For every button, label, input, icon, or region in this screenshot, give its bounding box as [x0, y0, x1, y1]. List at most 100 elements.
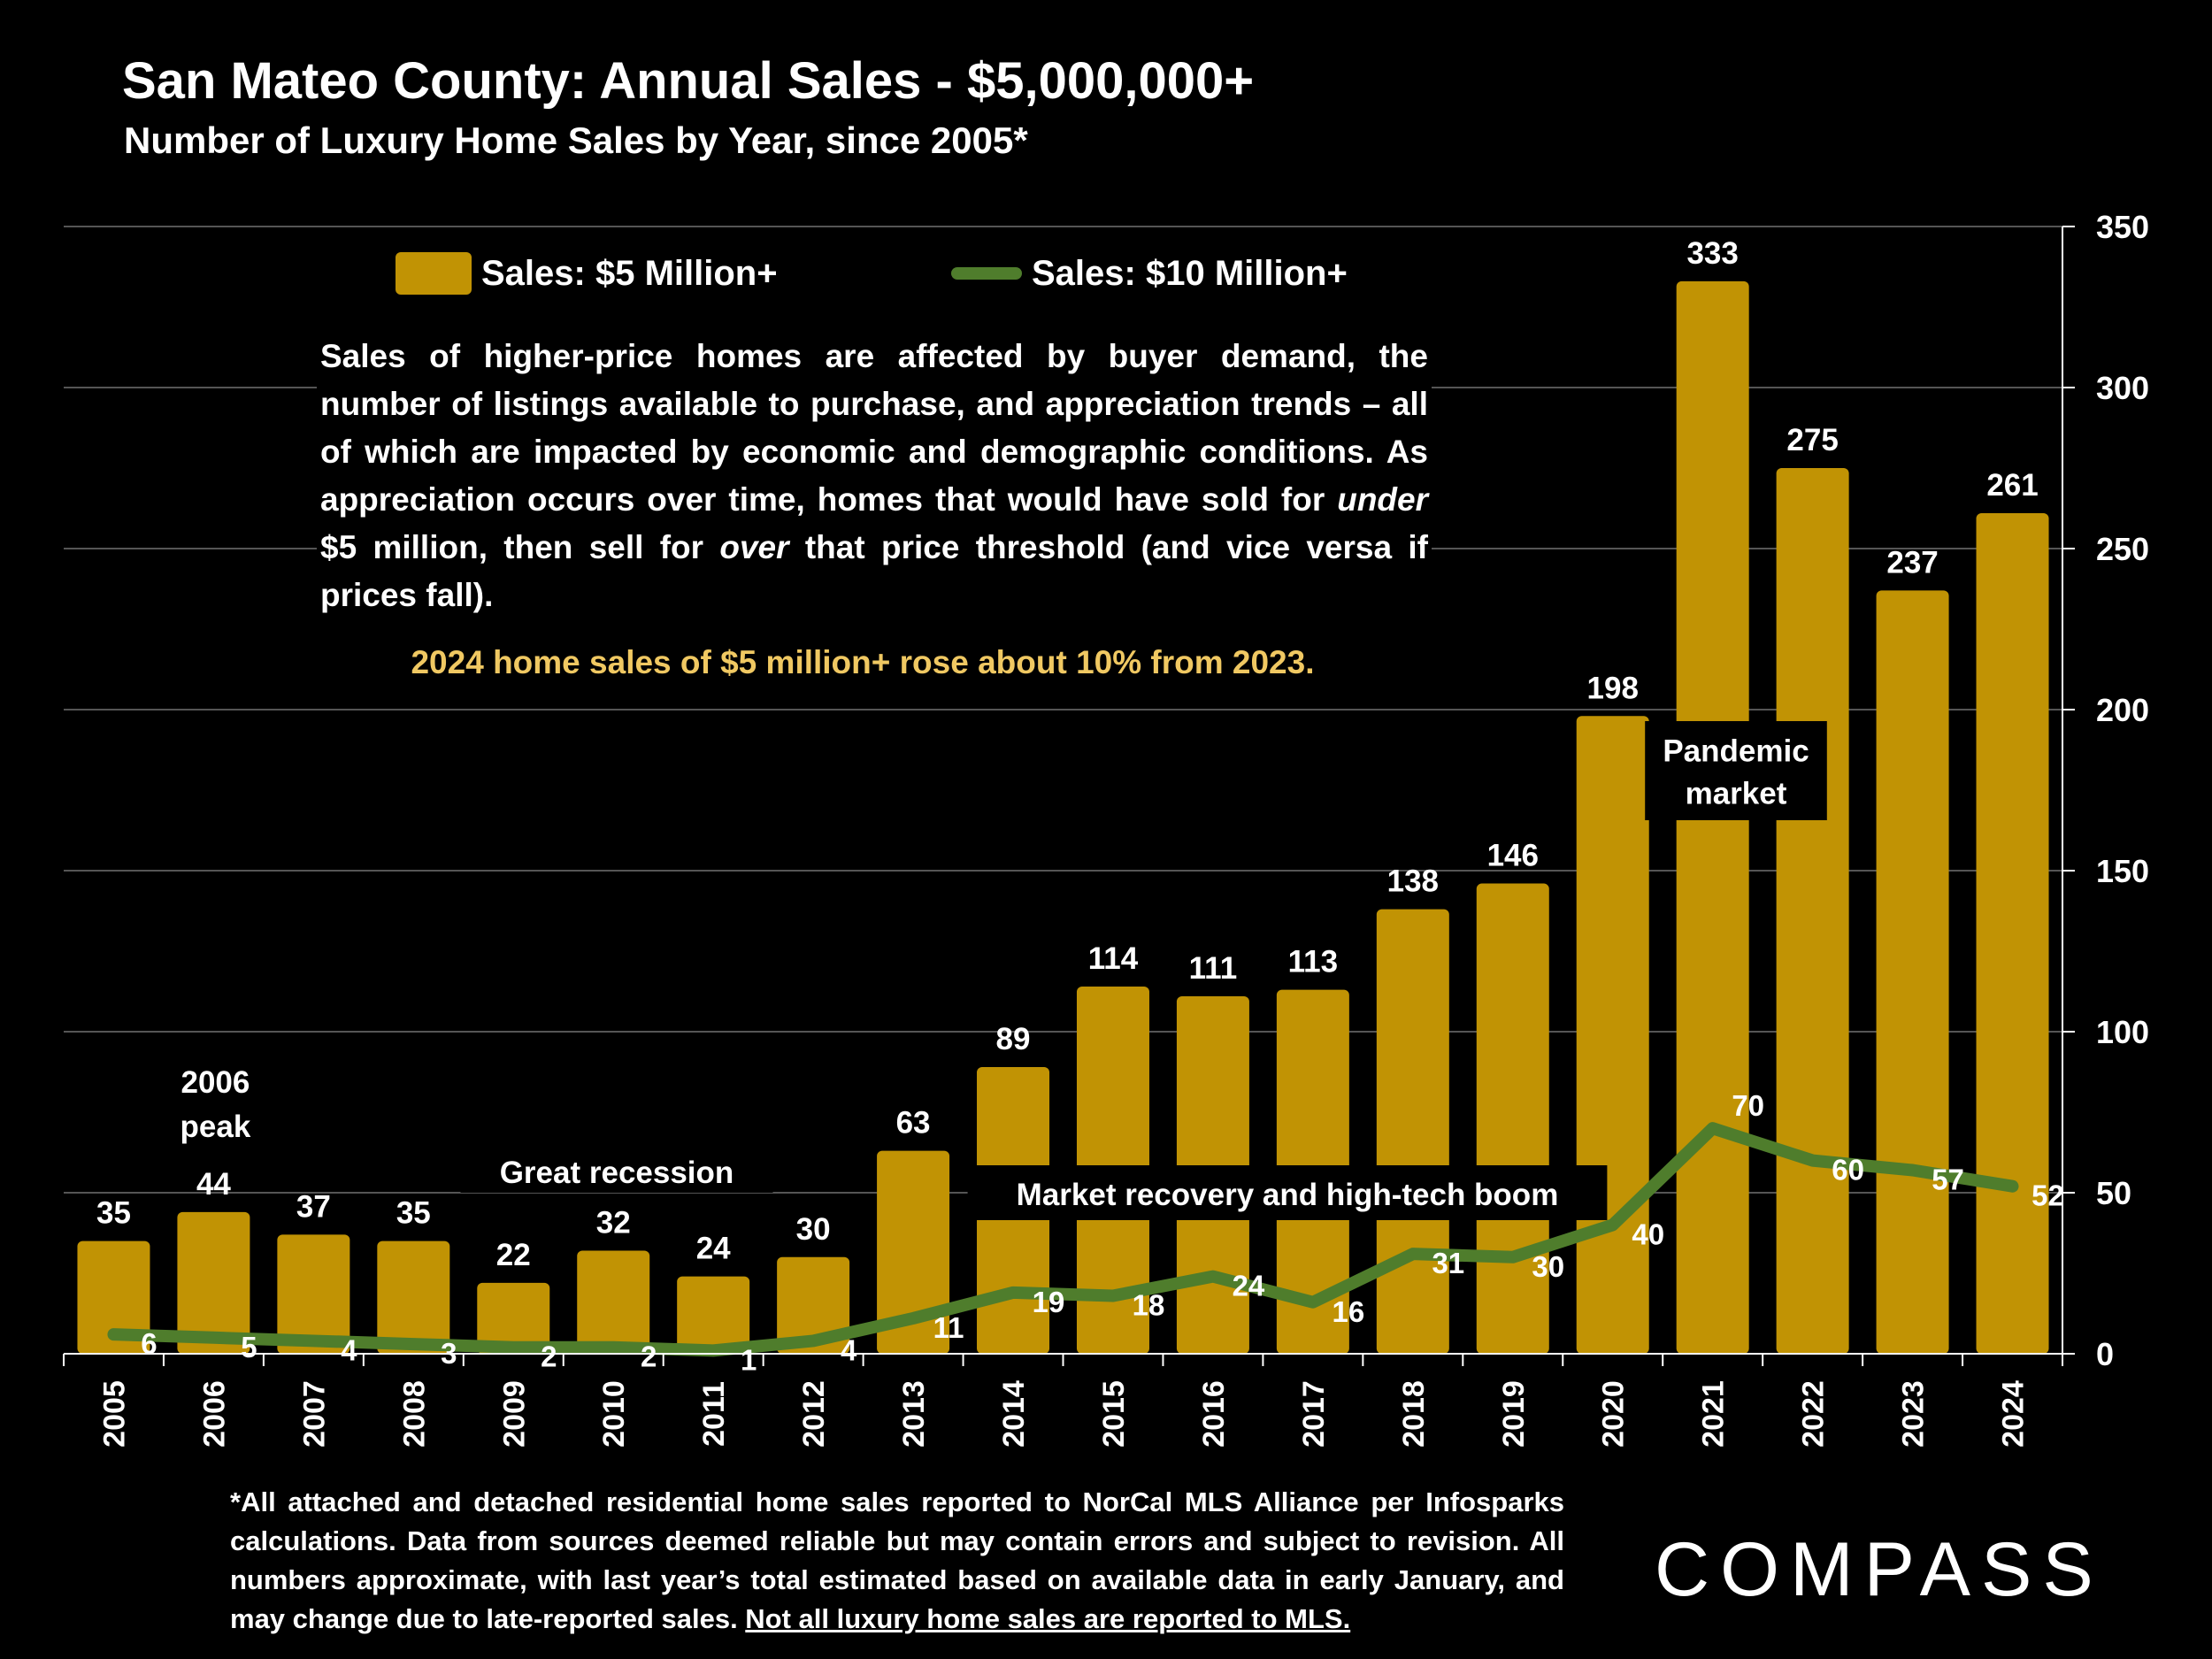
- bar-value-label: 24: [696, 1232, 731, 1266]
- bar-value-label: 237: [1886, 545, 1938, 580]
- bar-value-label: 261: [1986, 468, 2038, 503]
- bar-value-label: 275: [1786, 423, 1838, 457]
- annotation-2006-peak: 2006: [180, 1065, 250, 1100]
- bar: [277, 1234, 350, 1354]
- line-value-label: 70: [1732, 1089, 1764, 1122]
- bar: [77, 1240, 150, 1354]
- bar: [477, 1282, 550, 1354]
- line-value-label: 18: [1133, 1288, 1165, 1321]
- x-tick-label: 2020: [1597, 1380, 1631, 1448]
- y-tick-label: 50: [2096, 1175, 2131, 1211]
- bar-series: 35 44 37 35 22 32 24 30 63 89 114 111 113 138 146 198 33…: [77, 236, 2049, 1354]
- y-tick-label: 150: [2096, 853, 2149, 889]
- bar: [1976, 512, 2049, 1354]
- bar: [377, 1240, 450, 1354]
- compass-logo: COMPASS: [1655, 1527, 2104, 1612]
- chart-title: San Mateo County: Annual Sales - $5,000,…: [122, 52, 1255, 110]
- line-value-label: 40: [1632, 1217, 1664, 1250]
- bar-value-label: 111: [1189, 951, 1238, 986]
- bar-value-label: 89: [996, 1022, 1031, 1056]
- axes: 0 50 100 150 200 250 300 350 2005 2006 2007 2008 200…: [63, 209, 2149, 1448]
- x-tick-label: 2015: [1097, 1380, 1131, 1448]
- bar: [1376, 909, 1449, 1354]
- x-tick-label: 2013: [897, 1380, 931, 1448]
- annotations: 2006 peak Great recession Market recovery a…: [178, 721, 1827, 1220]
- bar-value-label: 146: [1487, 839, 1539, 873]
- x-tick-label: 2006: [197, 1380, 231, 1448]
- line-value-label: 24: [1233, 1270, 1265, 1302]
- line-value-label: 52: [2032, 1179, 2064, 1212]
- y-tick-label: 200: [2096, 692, 2149, 728]
- explanatory-note: Sales of higher-price homes are affected…: [317, 333, 1432, 619]
- line-value-label: 2: [541, 1340, 557, 1373]
- annotation-market-recovery: Market recovery and high-tech boom: [1017, 1178, 1559, 1212]
- bar-value-label: 35: [96, 1196, 131, 1231]
- x-tick-label: 2011: [697, 1381, 731, 1447]
- bar: [577, 1250, 650, 1354]
- annotation-great-recession: Great recession: [500, 1156, 734, 1190]
- highlight-text: 2024 home sales of $5 million+ rose abou…: [411, 644, 1315, 680]
- bar: [1576, 716, 1649, 1354]
- bar: [177, 1211, 250, 1354]
- x-tick-label: 2023: [1897, 1380, 1931, 1448]
- footnote: *All attached and detached residential h…: [230, 1483, 1564, 1639]
- y-tick-label: 300: [2096, 370, 2149, 406]
- bar: [877, 1150, 950, 1354]
- line-series: 6 5 4 3 2 2 1 4 11 19 18 24 16 31 30 40 70 60 57 52: [107, 1089, 2064, 1376]
- annotation-pandemic: Pandemic: [1663, 733, 1809, 768]
- line-value-label: 60: [1832, 1154, 1864, 1187]
- x-tick-label: 2016: [1197, 1380, 1231, 1448]
- line-value-label: 57: [1932, 1164, 1964, 1196]
- line-series-path: [107, 1122, 2019, 1357]
- x-tick-label: 2019: [1497, 1380, 1531, 1448]
- bar-value-label: 333: [1686, 236, 1738, 271]
- bar-value-label: 113: [1288, 945, 1338, 979]
- x-tick-label: 2008: [397, 1380, 431, 1448]
- line-value-label: 2: [641, 1340, 657, 1373]
- x-tick-label: 2022: [1797, 1380, 1831, 1448]
- line-value-label: 5: [241, 1331, 257, 1363]
- bar-value-label: 32: [596, 1206, 631, 1240]
- bar: [1476, 883, 1549, 1354]
- bar-value-label: 138: [1387, 864, 1439, 899]
- legend-bar-label: Sales: $5 Million+: [481, 254, 778, 293]
- line-value-label: 30: [1532, 1250, 1564, 1283]
- line-value-label: 4: [341, 1333, 357, 1366]
- bar: [777, 1256, 850, 1354]
- y-tick-label: 0: [2096, 1336, 2114, 1372]
- legend-bar-swatch: [396, 252, 472, 295]
- footnote-underlined: Not all luxury home sales are reported t…: [745, 1603, 1351, 1634]
- legend-line-label: Sales: $10 Million+: [1032, 254, 1348, 293]
- line-value-label: 1: [741, 1343, 757, 1376]
- chart-subtitle: Number of Luxury Home Sales by Year, sin…: [124, 119, 1028, 161]
- x-tick-label: 2010: [597, 1380, 631, 1448]
- x-tick-label: 2018: [1397, 1380, 1431, 1448]
- bar: [1876, 590, 1949, 1354]
- line-value-label: 16: [1333, 1295, 1365, 1328]
- line-value-label: 19: [1033, 1286, 1065, 1318]
- bar-value-label: 63: [896, 1106, 931, 1141]
- annotation-pandemic-box: [1645, 721, 1827, 820]
- annotation-market-recovery-box: [967, 1165, 1608, 1220]
- x-tick-label: 2024: [1997, 1380, 2031, 1448]
- y-tick-label: 350: [2096, 209, 2149, 245]
- note-emphasis-under: under: [1337, 481, 1428, 518]
- y-tick-label: 100: [2096, 1014, 2149, 1050]
- x-tick-label: 2021: [1697, 1380, 1731, 1448]
- annotation-2006-peak: peak: [180, 1110, 251, 1144]
- x-tick-label: 2005: [97, 1380, 131, 1448]
- x-tick-label: 2017: [1297, 1380, 1331, 1448]
- bar-value-label: 44: [196, 1167, 231, 1202]
- bar-value-label: 35: [396, 1196, 431, 1231]
- annotation-pandemic: market: [1686, 776, 1787, 810]
- legend: Sales: $5 Million+ Sales: $10 Million+: [396, 252, 1348, 295]
- note-text-2: $5 million, then sell for: [320, 529, 720, 565]
- annotation-great-recession-box: [460, 1148, 773, 1193]
- bar-value-label: 30: [796, 1212, 831, 1247]
- line-value-label: 4: [841, 1333, 857, 1366]
- bar-value-label: 114: [1088, 941, 1139, 976]
- bar-value-label: 37: [296, 1189, 331, 1224]
- x-tick-label: 2007: [297, 1380, 331, 1448]
- bar-value-label: 22: [496, 1238, 531, 1272]
- bar: [677, 1276, 750, 1354]
